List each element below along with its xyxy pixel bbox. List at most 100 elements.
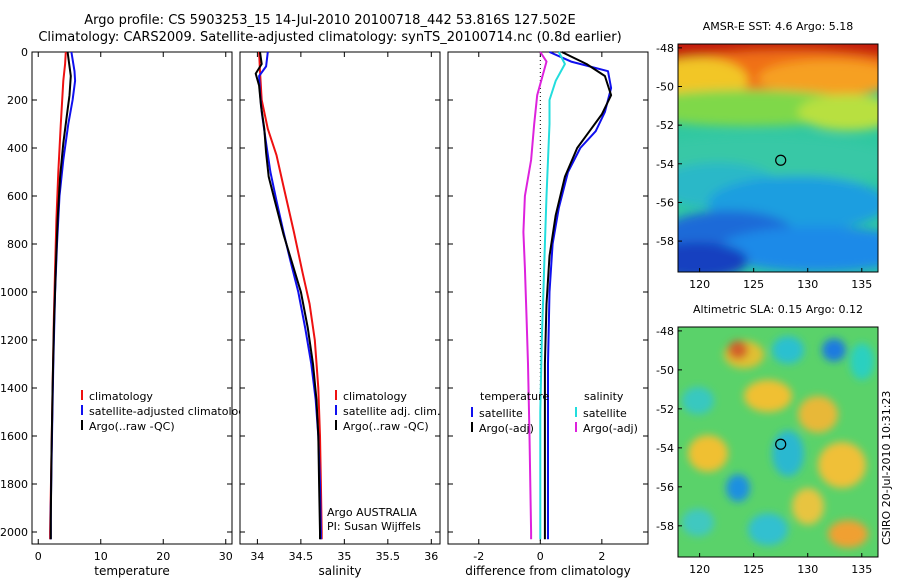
- y-tick-label-5: 1000: [0, 286, 28, 299]
- map-y-tick-label-sst_map-3: -54: [656, 158, 674, 171]
- heatmap-cell-sst_map-10: [718, 226, 878, 272]
- xlabel-salinity: salinity: [318, 564, 361, 578]
- series-salinity-0: [258, 51, 323, 540]
- map-y-tick-label-sst_map-4: -56: [656, 196, 674, 209]
- heatmap-cell-sla_map-14: [682, 508, 714, 537]
- map-y-tick-label-sla_map-4: -56: [656, 481, 674, 494]
- heatmap-cell-sla_map-9: [772, 430, 804, 477]
- map-y-tick-label-sst_map-0: -48: [656, 42, 674, 55]
- heatmap-sla_map: [678, 327, 878, 557]
- xlabel-temperature: temperature: [94, 564, 169, 578]
- heatmap-sst_map: [678, 44, 878, 272]
- y-tick-label-8: 1600: [0, 430, 28, 443]
- heatmap-cell-sla_map-2: [772, 336, 804, 364]
- y-tick-label-10: 2000: [0, 526, 28, 539]
- y-tick-label-1: 200: [7, 94, 28, 107]
- y-tick-label-3: 600: [7, 190, 28, 203]
- x-tick-label-temperature-3: 30: [219, 550, 233, 563]
- map-frame-sst_map: [677, 43, 879, 273]
- map-y-tick-label-sst_map-1: -50: [656, 81, 674, 94]
- map-x-tick-label-sst_map-0: 120: [689, 278, 710, 291]
- map-x-tick-label-sla_map-0: 120: [689, 563, 710, 576]
- map-x-tick-label-sst_map-3: 135: [851, 278, 872, 291]
- x-tick-label-temperature-0: 0: [35, 550, 42, 563]
- map-y-tick-label-sla_map-2: -52: [656, 403, 674, 416]
- legend-heading-0: temperature: [480, 390, 549, 403]
- legend-label-salinity-1: satellite adj. clim.: [343, 405, 440, 418]
- heatmap-texture-sla_map: [682, 336, 874, 548]
- figure-title-line2: Climatology: CARS2009. Satellite-adjuste…: [38, 30, 622, 45]
- map-x-tick-label-sla_map-1: 125: [743, 563, 764, 576]
- series-difference-3: [522, 51, 548, 540]
- legend-heading-1: salinity: [584, 390, 624, 403]
- heatmap-cell-sla_map-5: [682, 386, 714, 415]
- x-tick-label-salinity-3: 35.5: [376, 550, 401, 563]
- series-difference-2: [539, 51, 566, 540]
- heatmap-cell-sla_map-6: [744, 379, 792, 413]
- series-difference-1: [543, 51, 613, 540]
- x-tick-label-difference-2: 2: [598, 550, 605, 563]
- x-tick-label-difference-1: 0: [537, 550, 544, 563]
- map-y-tick-label-sla_map-1: -50: [656, 364, 674, 377]
- legend-label-diff-0-1: Argo(-adj): [479, 422, 534, 435]
- legend-label-salinity-0: climatology: [343, 390, 407, 403]
- legend-label-diff-1-0: satellite: [583, 407, 627, 420]
- map-title-sla_map: Altimetric SLA: 0.15 Argo: 0.12: [693, 303, 863, 316]
- heatmap-cell-sla_map-15: [828, 520, 868, 548]
- legend-label-temperature-2: Argo(..raw -QC): [89, 420, 175, 433]
- heatmap-cell-sla_map-8: [688, 435, 728, 472]
- annotation-0: Argo AUSTRALIA: [327, 506, 417, 519]
- heatmap-cell-sla_map-11: [726, 474, 750, 502]
- map-y-tick-label-sst_map-2: -52: [656, 119, 674, 132]
- map-frame-sla_map: [677, 326, 879, 558]
- map-x-tick-label-sla_map-3: 135: [851, 563, 872, 576]
- plot-frame-temperature: [31, 51, 233, 545]
- heatmap-cell-sla_map-10: [818, 442, 866, 488]
- heatmap-cell-sla_map-13: [748, 513, 788, 546]
- y-tick-label-2: 400: [7, 142, 28, 155]
- map-y-tick-label-sst_map-5: -58: [656, 235, 674, 248]
- map-title-sst_map: AMSR-E SST: 4.6 Argo: 5.18: [703, 20, 854, 33]
- x-tick-label-difference-0: -2: [473, 550, 484, 563]
- legend-label-salinity-2: Argo(..raw -QC): [343, 420, 429, 433]
- y-tick-label-4: 800: [7, 238, 28, 251]
- y-tick-label-6: 1200: [0, 334, 28, 347]
- heatmap-cell-sla_map-1: [728, 340, 748, 360]
- x-tick-label-salinity-2: 35: [337, 550, 351, 563]
- series-temperature-2: [49, 51, 72, 540]
- y-tick-label-7: 1400: [0, 382, 28, 395]
- map-x-tick-label-sla_map-2: 130: [797, 563, 818, 576]
- legend-label-temperature-0: climatology: [89, 390, 153, 403]
- heatmap-cell-sla_map-3: [822, 338, 846, 362]
- y-tick-label-0: 0: [21, 46, 28, 59]
- annotation-1: PI: Susan Wijffels: [327, 520, 421, 533]
- series-salinity-2: [254, 51, 321, 540]
- x-tick-label-temperature-1: 10: [94, 550, 108, 563]
- plot-frame-salinity: [239, 51, 441, 545]
- map-y-tick-label-sla_map-3: -54: [656, 442, 674, 455]
- figure-title-line1: Argo profile: CS 5903253_15 14-Jul-2010 …: [84, 13, 576, 28]
- legend-label-diff-0-0: satellite: [479, 407, 523, 420]
- map-x-tick-label-sst_map-2: 130: [797, 278, 818, 291]
- x-tick-label-salinity-4: 36: [424, 550, 438, 563]
- heatmap-cell-sla_map-4: [850, 343, 874, 380]
- xlabel-difference: difference from climatology: [465, 564, 631, 578]
- heatmap-texture-sst_map: [678, 44, 878, 272]
- map-y-tick-label-sla_map-0: -48: [656, 325, 674, 338]
- heatmap-cell-sst_map-3: [758, 59, 878, 97]
- float-position-marker-sla_map: [775, 438, 787, 450]
- heatmap-cell-sst_map-11: [678, 242, 748, 272]
- map-y-tick-label-sla_map-5: -58: [656, 520, 674, 533]
- y-tick-label-9: 1800: [0, 478, 28, 491]
- x-tick-label-salinity-1: 34.5: [289, 550, 314, 563]
- x-tick-label-salinity-0: 34: [250, 550, 264, 563]
- legend-label-temperature-1: satellite-adjusted climatolog: [89, 405, 245, 418]
- x-tick-label-temperature-2: 20: [156, 550, 170, 563]
- heatmap-cell-sla_map-12: [792, 488, 824, 525]
- heatmap-cell-sla_map-7: [798, 396, 838, 433]
- float-position-marker-sst_map: [775, 154, 787, 166]
- legend-label-diff-1-1: Argo(-adj): [583, 422, 638, 435]
- map-x-tick-label-sst_map-1: 125: [743, 278, 764, 291]
- heatmap-cell-sst_map-5: [798, 94, 878, 131]
